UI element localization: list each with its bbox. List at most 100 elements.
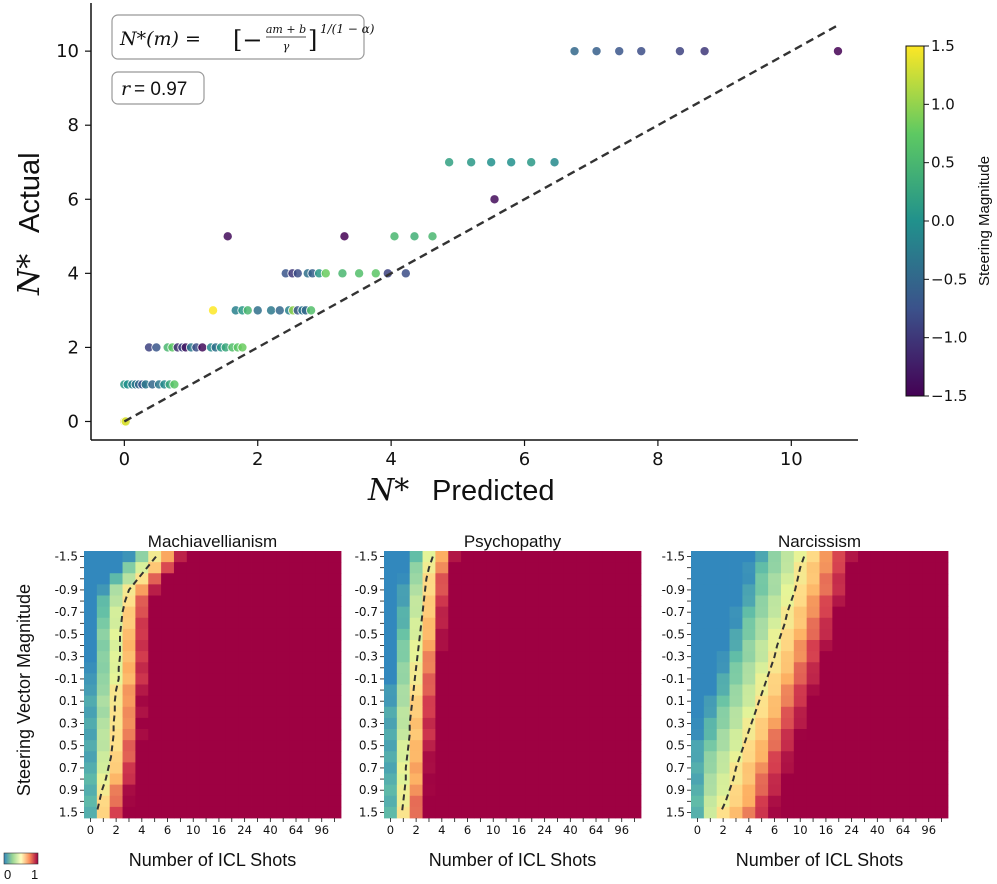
- heatmap-cell: [422, 551, 436, 563]
- heatmap-cell: [148, 706, 162, 719]
- heatmap-cell: [122, 806, 136, 819]
- heatmap-cell: [289, 617, 303, 630]
- heatmap-cell: [135, 617, 149, 630]
- heatmap-cell: [589, 662, 603, 674]
- heatmap-cell: [909, 617, 923, 630]
- heatmap-cell: [806, 784, 820, 797]
- heatmap-cell: [302, 751, 316, 763]
- heatmap-cell: [499, 695, 513, 708]
- scatter-point: [614, 46, 625, 57]
- heatmap-cell: [512, 684, 526, 697]
- heatmap-cell: [161, 762, 175, 774]
- heatmap-cell: [793, 784, 808, 797]
- heatmap-colorbar: 0 1: [3, 852, 39, 882]
- heatmap-cell: [96, 640, 111, 652]
- heatmap-cell: [225, 617, 239, 630]
- heatmap-cell: [109, 673, 123, 685]
- heatmap-y-tick-label: -0.7: [662, 605, 685, 619]
- heatmap-cell: [276, 651, 290, 663]
- heatmap-cell: [935, 573, 949, 585]
- heatmap-cell: [742, 651, 756, 663]
- heatmap-cell: [212, 584, 226, 596]
- heatmap-cell: [806, 651, 820, 663]
- heatmap-cell: [870, 717, 885, 730]
- heatmap-cell: [422, 617, 436, 630]
- heatmap-cell: [173, 784, 188, 797]
- heatmap-y-tick-label: -0.7: [355, 605, 378, 619]
- heatmap-cell: [589, 595, 603, 608]
- heatmap-cell: [499, 562, 513, 574]
- heatmap-cell: [199, 706, 213, 719]
- heatmap-cell: [251, 606, 265, 619]
- heatmap-cell: [615, 717, 629, 730]
- heatmap-cell: [896, 584, 910, 596]
- heatmap-x-tick-label: 4: [438, 823, 445, 837]
- heatmap-y-tick-label: -1.5: [55, 550, 78, 564]
- heatmap-cell: [512, 573, 526, 585]
- heatmap-cell: [315, 640, 329, 652]
- heatmap-cell: [691, 684, 705, 697]
- heatmap-cell: [499, 662, 513, 674]
- heatmap-cell: [276, 729, 290, 741]
- heatmap-cell: [512, 706, 526, 719]
- heatmap-cell: [135, 551, 149, 563]
- heatmap-cell: [212, 606, 226, 619]
- heatmap-cell: [409, 773, 423, 786]
- heatmap-cell: [199, 673, 213, 685]
- heatmap-cell: [858, 573, 872, 585]
- heatmap-cell: [909, 573, 923, 585]
- heatmap-cell: [173, 595, 188, 608]
- heatmap-y-tick-label: -0.1: [55, 672, 78, 686]
- heatmap-cell: [289, 784, 303, 797]
- heatmap-cell: [780, 606, 795, 619]
- heatmap-cell: [276, 684, 290, 697]
- heatmap-x-tick-label: 24: [537, 823, 552, 837]
- heatmap-cell: [858, 595, 872, 608]
- heatmap-cell: [315, 617, 329, 630]
- heatmap-cell: [935, 773, 949, 786]
- heatmap-cell: [96, 795, 111, 808]
- heatmap-cell: [729, 806, 743, 819]
- formula-bracket-open: [−: [233, 26, 262, 54]
- heatmap-cell: [328, 673, 342, 685]
- heatmap-cell: [832, 640, 846, 652]
- heatmap-cell: [883, 729, 897, 741]
- heatmap-cell: [199, 606, 213, 619]
- heatmap-cell: [602, 617, 616, 630]
- heatmap-cell: [615, 584, 629, 596]
- heatmap-cell: [870, 573, 885, 585]
- heatmap-cell: [135, 729, 149, 741]
- heatmap-cell: [576, 628, 590, 641]
- heatmap-cell: [819, 806, 833, 819]
- heatmap-cell: [576, 773, 590, 786]
- heatmap-cell: [935, 751, 949, 763]
- heatmap-x-axis-label: Number of ICL Shots: [129, 850, 296, 870]
- heatmap-cell: [422, 628, 436, 641]
- heatmap-cell: [845, 695, 859, 708]
- heatmap-cell: [199, 617, 213, 630]
- heatmap-cell: [589, 729, 603, 741]
- heatmap-cell: [84, 795, 98, 808]
- heatmap-cell: [238, 606, 252, 619]
- heatmap-cell: [384, 729, 398, 741]
- heatmap-cell: [870, 595, 885, 608]
- heatmap-cell: [499, 751, 513, 763]
- heatmap-cell: [263, 784, 278, 797]
- heatmap-cell: [384, 595, 398, 608]
- heatmap-cell: [563, 740, 578, 752]
- heatmap-cell: [84, 551, 98, 563]
- scatter-point: [339, 231, 350, 242]
- heatmap-cell: [384, 617, 398, 630]
- heatmap-cell: [742, 751, 756, 763]
- heatmap-cell: [935, 795, 949, 808]
- heatmap-y-tick-label: 0.5: [359, 739, 378, 753]
- heatmap-cell: [435, 806, 449, 819]
- heatmap-cell: [486, 795, 501, 808]
- heatmap-cell: [896, 595, 910, 608]
- heatmap-cell: [909, 551, 923, 563]
- heatmap-cell: [935, 695, 949, 708]
- heatmap-cell: [935, 662, 949, 674]
- heatmap-cell: [212, 684, 226, 697]
- heatmap-cell: [922, 762, 936, 774]
- heatmap-cell: [512, 662, 526, 674]
